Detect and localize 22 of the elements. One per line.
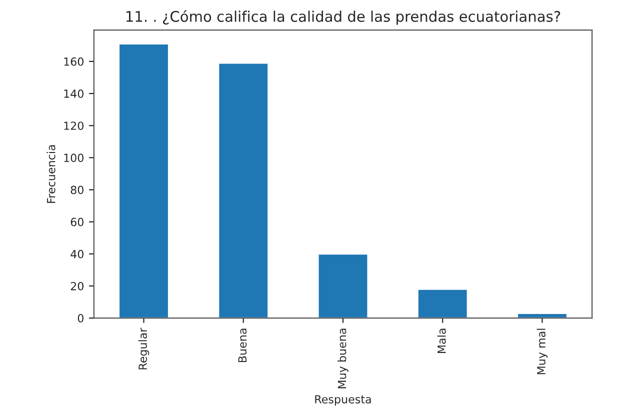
bar bbox=[118, 43, 170, 318]
bar bbox=[417, 288, 468, 318]
x-tick-label: Mala bbox=[437, 328, 446, 353]
y-tick-label: 120 bbox=[64, 122, 84, 130]
y-tick-label: 80 bbox=[70, 186, 84, 194]
x-axis-title: Respuesta bbox=[315, 395, 371, 406]
bar bbox=[317, 253, 369, 318]
bar bbox=[516, 312, 568, 318]
y-axis-title: Frecuencia bbox=[46, 145, 56, 203]
x-tick-label: Muy buena bbox=[338, 328, 348, 388]
y-tick-label: 140 bbox=[64, 89, 84, 98]
y-tick-label: 60 bbox=[70, 218, 84, 226]
y-tick-label: 20 bbox=[70, 282, 84, 290]
y-tick-label: 40 bbox=[70, 250, 84, 258]
x-tick-label: Regular bbox=[138, 328, 150, 370]
y-tick-label: 160 bbox=[64, 57, 84, 66]
x-tick-label: Buena bbox=[238, 328, 247, 362]
chart-title: 11. . ¿Cómo califica la calidad de las prendas ecuatorianas? bbox=[126, 10, 560, 25]
x-tick-label: Muy mal bbox=[536, 328, 548, 374]
bar bbox=[218, 62, 269, 318]
y-tick-label: 0 bbox=[78, 314, 84, 322]
y-tick-label: 100 bbox=[64, 154, 84, 162]
